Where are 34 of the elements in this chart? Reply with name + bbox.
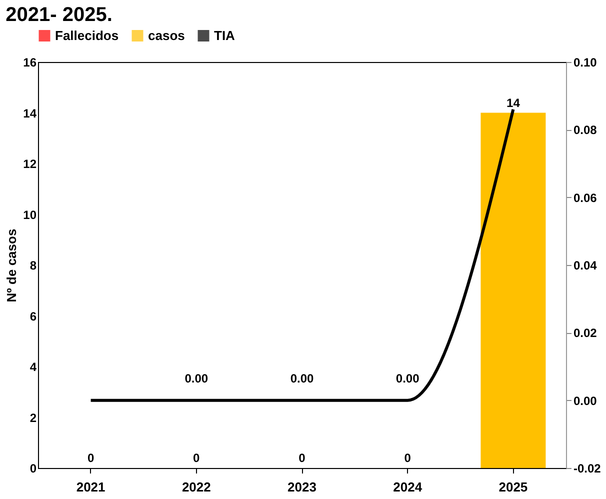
y-tick-label: 12 [23, 157, 37, 171]
x-tick-label: 2022 [182, 480, 211, 494]
data-label: 0 [193, 451, 200, 465]
y-tick-label: 16 [23, 56, 37, 70]
legend-label: casos [148, 28, 185, 43]
x-tick-label: 2024 [393, 480, 423, 494]
legend-label: TIA [214, 28, 236, 43]
y-tick-label: 6 [30, 309, 37, 324]
legend-label: Fallecidos [55, 28, 119, 43]
x-tick-label: 2025 [498, 480, 528, 494]
y2-tick-label: -0.02 [574, 462, 602, 476]
y-tick-label: 4 [30, 360, 37, 374]
y-axis-title: Nº de casos [4, 228, 20, 302]
y2-tick-label: 0.06 [574, 190, 598, 205]
y2-tick-label: 0.02 [574, 326, 598, 340]
data-label: 0 [404, 451, 412, 465]
data-label: 14 [506, 96, 520, 110]
y2-tick-label: 0.04 [574, 258, 598, 272]
data-label: 0.00 [184, 371, 208, 386]
y-tick-label: 14 [23, 106, 37, 120]
x-tick-label: 2023 [288, 480, 316, 494]
y-tick-label: 0 [30, 462, 37, 476]
x-tick-label: 2021 [76, 480, 106, 494]
data-label: 0.00 [396, 371, 420, 386]
y2-tick-label: 0.10 [574, 56, 598, 70]
y-tick-label: 10 [23, 208, 37, 222]
chart-title: 2021- 2025. [6, 4, 112, 26]
y2-tick-label: 0.08 [574, 123, 598, 138]
data-label: 0 [87, 451, 94, 465]
y-tick-label: 2 [30, 410, 37, 425]
y2-tick-label: 0.00 [574, 394, 598, 408]
data-label: 0.00 [290, 371, 314, 386]
y-tick-label: 8 [30, 258, 37, 272]
data-label: 0 [298, 451, 306, 465]
